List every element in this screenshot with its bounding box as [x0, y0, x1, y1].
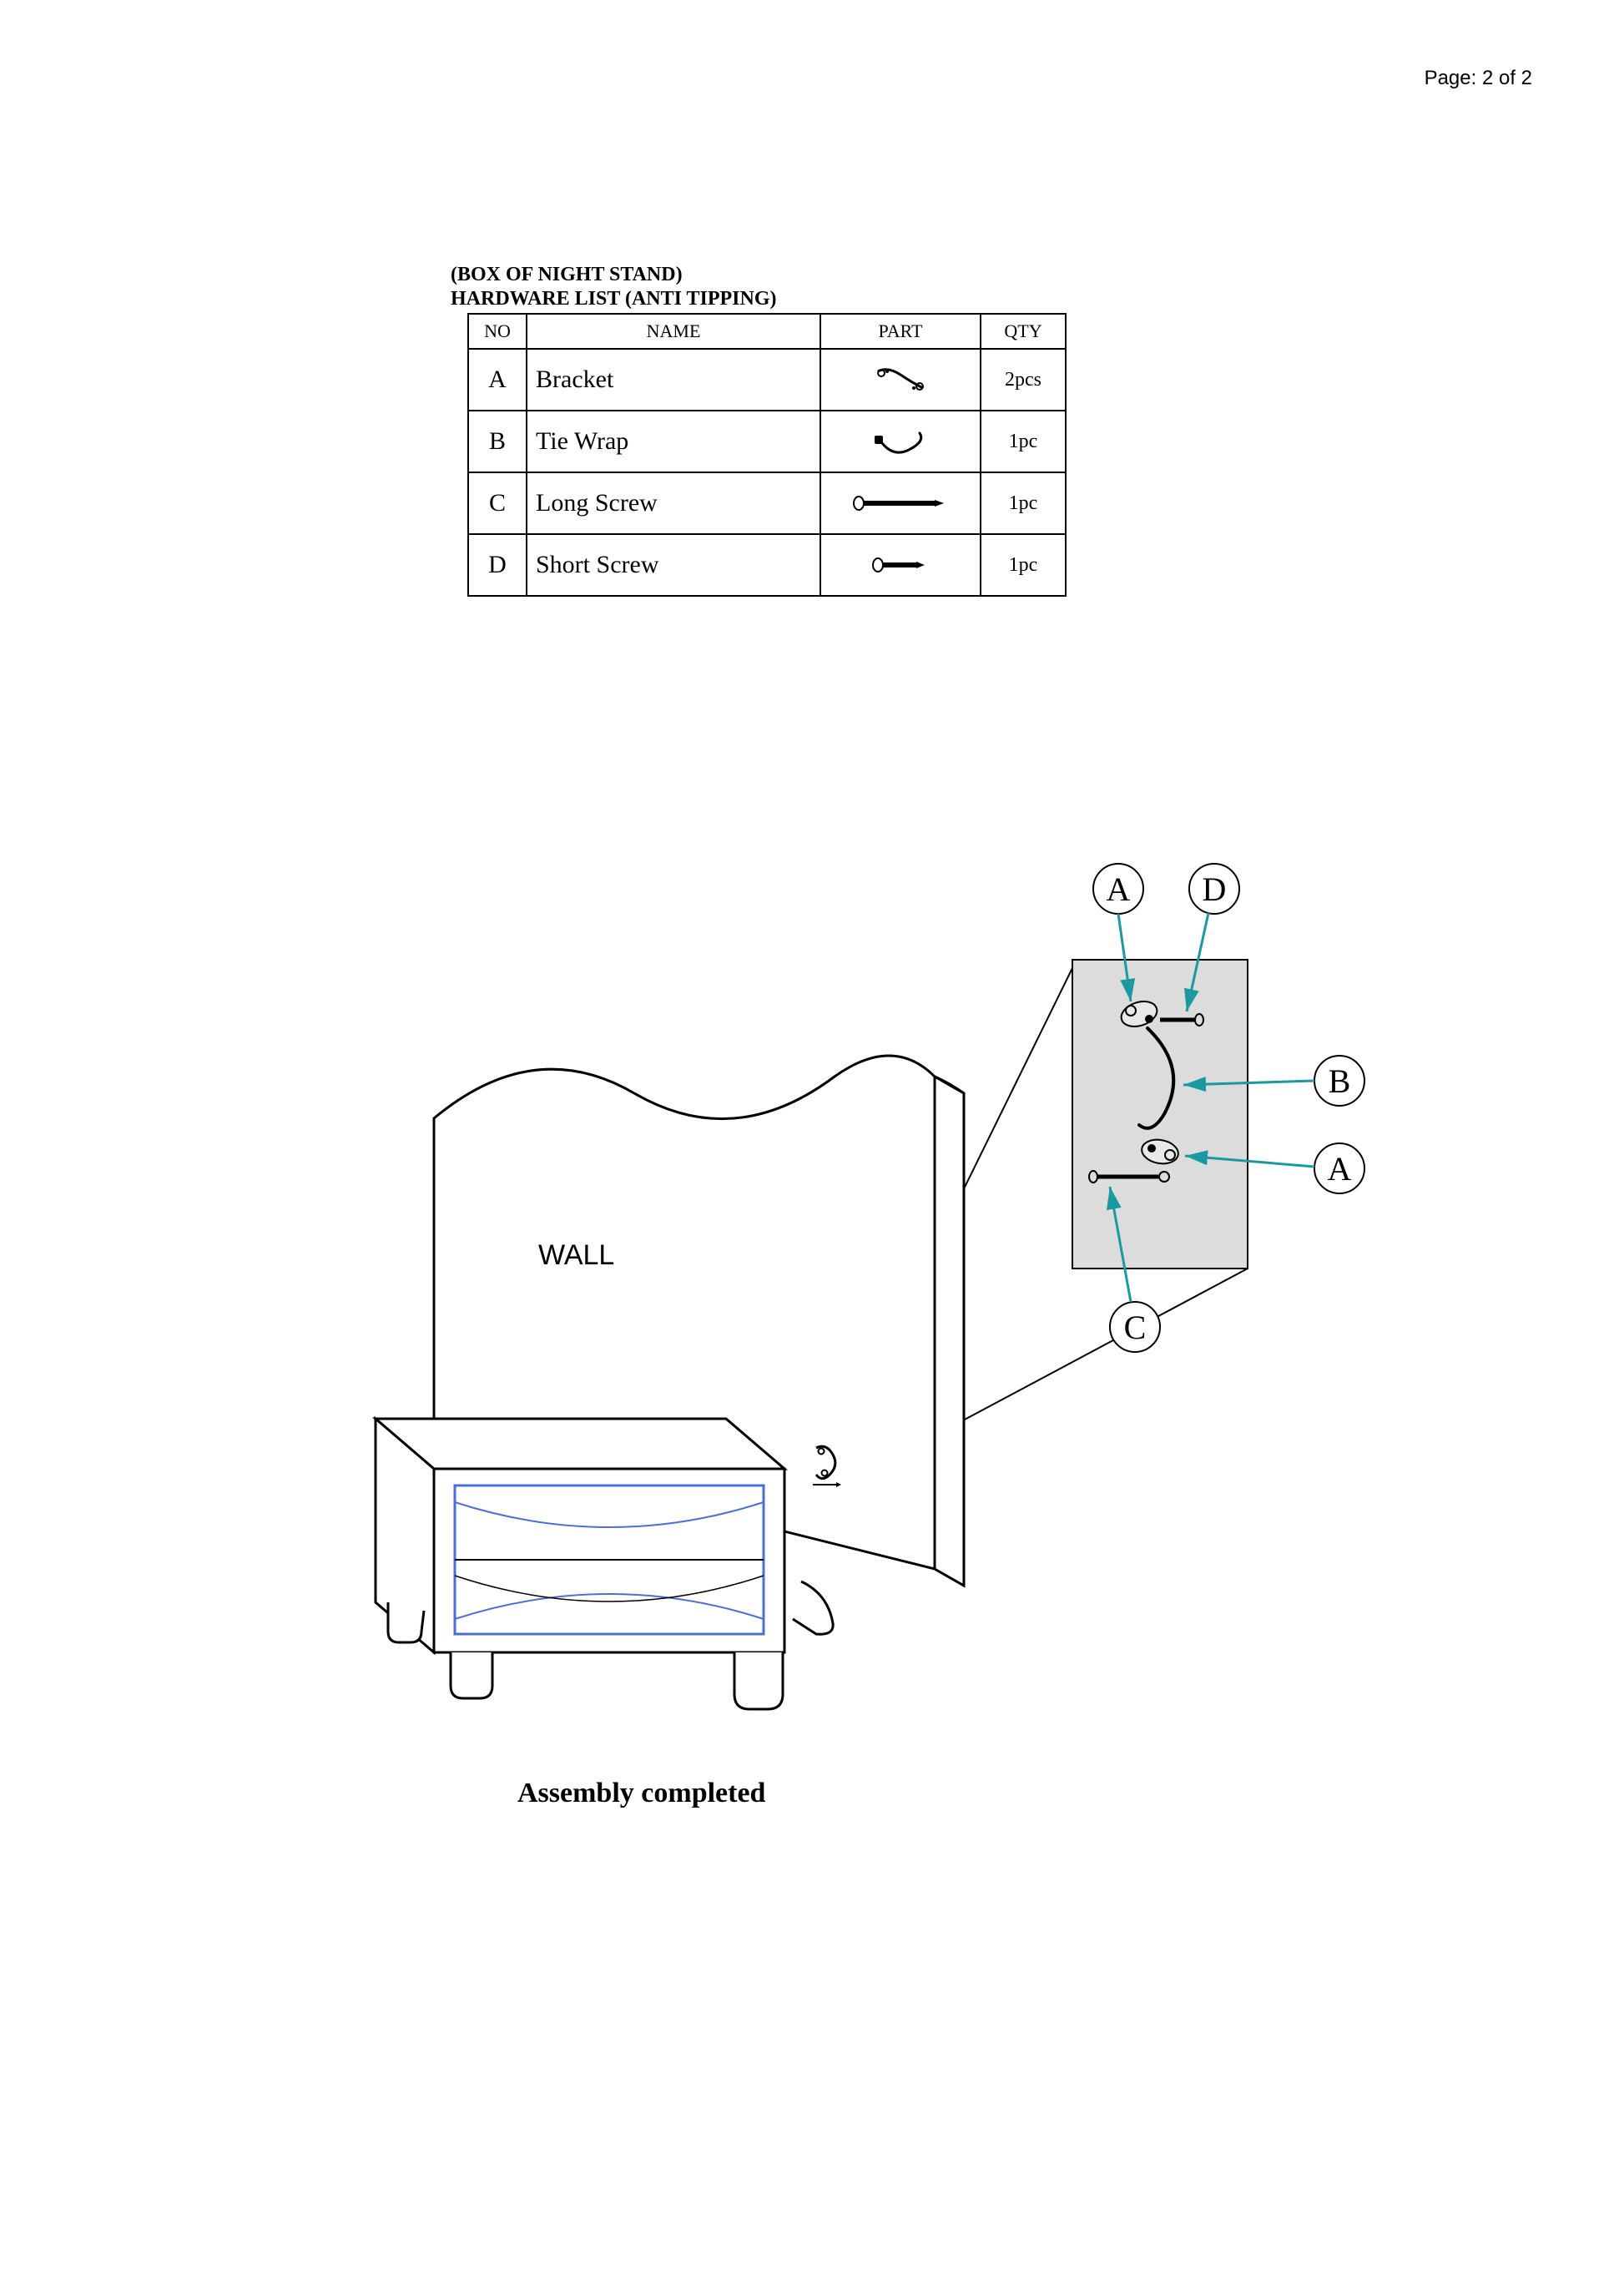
table-row: B Tie Wrap 1pc: [468, 411, 1066, 472]
col-part: PART: [820, 314, 981, 349]
detail-panel: [1072, 960, 1248, 1269]
cell-qty: 1pc: [981, 411, 1066, 472]
cell-name: Long Screw: [527, 472, 820, 534]
cell-qty: 1pc: [981, 472, 1066, 534]
long-screw-icon: [850, 493, 951, 513]
cell-part: [820, 411, 981, 472]
heading-line1: (BOX OF NIGHT STAND): [451, 263, 777, 287]
table-row: A Bracket 2pcs: [468, 349, 1066, 411]
bracket-icon: [863, 363, 938, 396]
callout-label: B: [1329, 1062, 1351, 1100]
cell-qty: 1pc: [981, 534, 1066, 596]
callout-label: A: [1328, 1150, 1352, 1188]
hardware-table: NO NAME PART QTY A Bracket: [467, 313, 1067, 597]
short-screw-icon: [863, 555, 938, 575]
cell-qty: 2pcs: [981, 349, 1066, 411]
assembly-diagram: WALL: [317, 835, 1419, 1753]
heading-line2: HARDWARE LIST (ANTI TIPPING): [451, 287, 777, 311]
callout-label: D: [1203, 870, 1227, 908]
assembly-caption: Assembly completed: [517, 1778, 765, 1809]
col-name: NAME: [527, 314, 820, 349]
cell-part: [820, 534, 981, 596]
col-no: NO: [468, 314, 527, 349]
cell-no: C: [468, 472, 527, 534]
cell-no: B: [468, 411, 527, 472]
nightstand-icon: [376, 1419, 833, 1709]
page-number: Page: 2 of 2: [1425, 67, 1532, 90]
cell-name: Bracket: [527, 349, 820, 411]
heading: (BOX OF NIGHT STAND) HARDWARE LIST (ANTI…: [451, 263, 777, 311]
cell-name: Tie Wrap: [527, 411, 820, 472]
cell-no: D: [468, 534, 527, 596]
col-qty: QTY: [981, 314, 1066, 349]
wall-label: WALL: [538, 1239, 614, 1271]
cell-part: [820, 349, 981, 411]
tie-wrap-icon: [863, 425, 938, 458]
callout-label: A: [1107, 870, 1131, 908]
cell-name: Short Screw: [527, 534, 820, 596]
cell-part: [820, 472, 981, 534]
callout-label: C: [1124, 1309, 1147, 1346]
page: Page: 2 of 2 (BOX OF NIGHT STAND) HARDWA…: [0, 0, 1624, 2295]
table-row: D Short Screw 1pc: [468, 534, 1066, 596]
table-row: C Long Screw 1pc: [468, 472, 1066, 534]
cell-no: A: [468, 349, 527, 411]
table-header-row: NO NAME PART QTY: [468, 314, 1066, 349]
